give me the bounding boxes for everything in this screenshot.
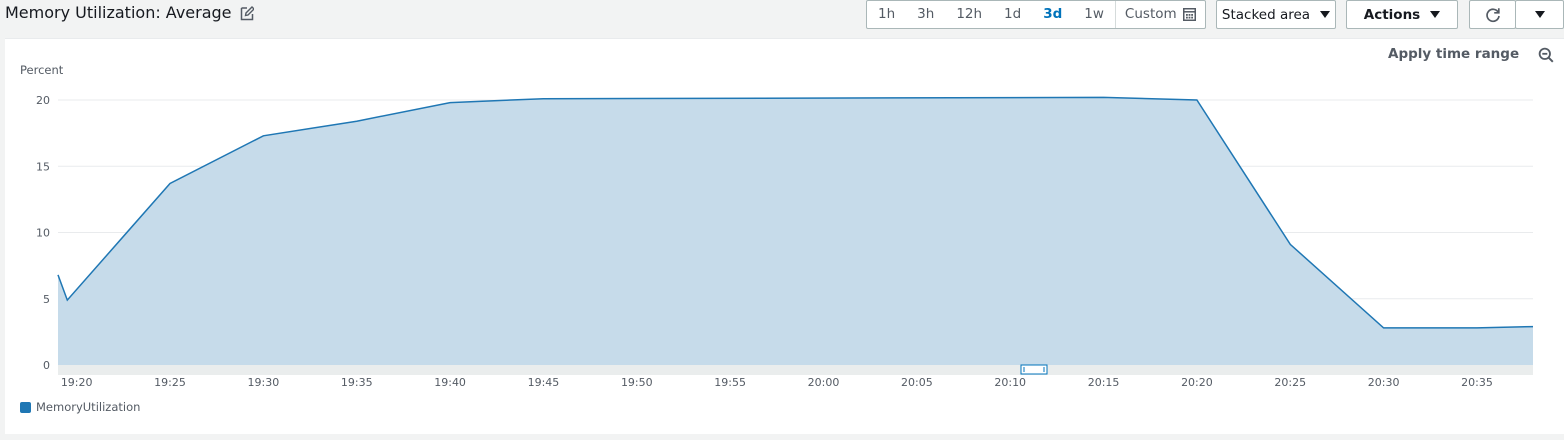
- x-tick-label: 20:25: [1274, 376, 1306, 389]
- x-tick-label: 20:30: [1368, 376, 1400, 389]
- custom-range-button[interactable]: Custom: [1114, 1, 1205, 28]
- x-tick-label: 20:00: [808, 376, 840, 389]
- apply-time-range-button[interactable]: Apply time range: [1388, 46, 1520, 62]
- range-3d[interactable]: 3d: [1043, 6, 1063, 22]
- chevron-down-icon: [1534, 11, 1545, 18]
- x-tick-label: 19:20: [61, 376, 93, 389]
- x-tick-label: 19:45: [528, 376, 560, 389]
- y-tick-label: 5: [43, 293, 50, 306]
- range-12h[interactable]: 12h: [956, 6, 983, 22]
- edit-icon[interactable]: [240, 5, 254, 21]
- data-point[interactable]: [1475, 326, 1479, 330]
- chevron-down-icon: [1430, 11, 1441, 18]
- data-point[interactable]: [1195, 98, 1199, 102]
- y-tick-label: 0: [43, 359, 50, 372]
- custom-range-label: Custom: [1124, 6, 1177, 22]
- x-tick-label: 20:15: [1088, 376, 1120, 389]
- y-axis-title: Percent: [20, 63, 64, 77]
- actions-label: Actions: [1363, 6, 1421, 23]
- data-point[interactable]: [541, 97, 545, 101]
- actions-dropdown[interactable]: Actions: [1346, 0, 1458, 29]
- x-axis-ticks: 19:20 19:25 19:30 19:35 19:40 19:45 19:50 19:55…: [61, 376, 1493, 389]
- chart-type-dropdown[interactable]: Stacked area: [1216, 0, 1336, 29]
- x-tick-label: 19:55: [714, 376, 746, 389]
- refresh-button[interactable]: [1469, 0, 1516, 29]
- data-point[interactable]: [1382, 326, 1386, 330]
- series-line-memoryutilization: [57, 96, 1534, 329]
- y-tick-label: 15: [36, 160, 50, 173]
- time-range-selector: 1h 3h 12h 1d 3d 1w Custom: [866, 0, 1206, 29]
- legend: MemoryUtilization: [20, 400, 140, 414]
- range-3h[interactable]: 3h: [917, 6, 935, 22]
- range-1h[interactable]: 1h: [878, 6, 896, 22]
- refresh-options-dropdown[interactable]: [1515, 0, 1564, 29]
- x-tick-label: 20:05: [901, 376, 933, 389]
- title-wrap: Memory Utilization: Average: [5, 3, 254, 22]
- data-point[interactable]: [1531, 325, 1535, 329]
- data-point[interactable]: [56, 273, 60, 277]
- y-axis-ticks: 0 5 10 15 20: [36, 94, 50, 372]
- calendar-icon: [1182, 8, 1196, 21]
- widget-header: Memory Utilization: Average 1h 3h 12h 1d…: [0, 0, 1564, 38]
- y-tick-label: 10: [36, 227, 50, 240]
- chevron-down-icon: [1320, 11, 1331, 18]
- range-1d[interactable]: 1d: [1004, 6, 1022, 22]
- x-tick-label: 19:25: [154, 376, 186, 389]
- data-point[interactable]: [355, 119, 359, 123]
- x-tick-label: 20:10: [994, 376, 1026, 389]
- x-tick-label: 19:50: [621, 376, 653, 389]
- zoom-out-icon[interactable]: [1538, 47, 1554, 63]
- x-tick-label: 19:40: [434, 376, 466, 389]
- data-point[interactable]: [65, 298, 69, 302]
- x-tick-label: 19:35: [341, 376, 373, 389]
- data-point[interactable]: [168, 181, 172, 185]
- x-tick-label: 20:20: [1181, 376, 1213, 389]
- widget-title: Memory Utilization: Average: [5, 3, 232, 22]
- time-scrollbar-track[interactable]: [58, 365, 1533, 375]
- chart-type-label: Stacked area: [1221, 6, 1311, 23]
- data-point[interactable]: [1102, 95, 1106, 99]
- series-area-memoryutilization: [58, 97, 1533, 366]
- data-point[interactable]: [261, 134, 265, 138]
- data-point[interactable]: [1288, 242, 1292, 246]
- time-scrollbar-handle[interactable]: [1020, 364, 1048, 375]
- x-tick-label: 20:35: [1461, 376, 1493, 389]
- legend-swatch: [20, 401, 31, 413]
- y-tick-label: 20: [36, 94, 50, 107]
- legend-label[interactable]: MemoryUtilization: [36, 400, 141, 414]
- range-1w[interactable]: 1w: [1084, 6, 1104, 22]
- x-tick-label: 19:30: [248, 376, 280, 389]
- data-point[interactable]: [448, 101, 452, 105]
- refresh-icon: [1485, 7, 1500, 22]
